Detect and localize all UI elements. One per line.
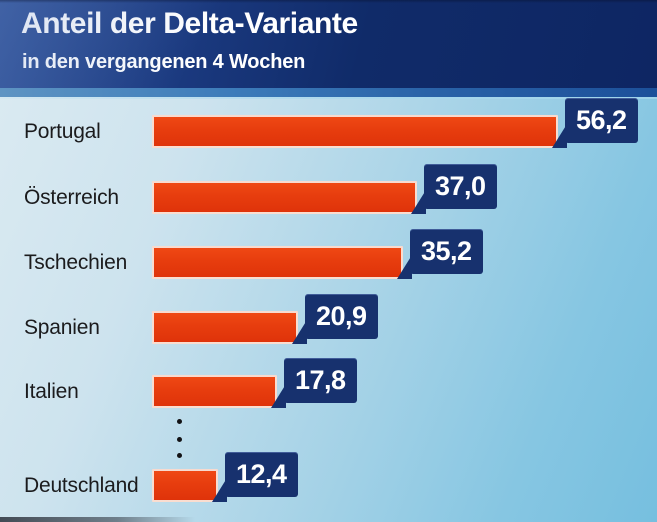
bar (152, 375, 277, 408)
chart-subtitle: in den vergangenen 4 Wochen (22, 51, 306, 73)
bar (152, 115, 558, 148)
value-bubble: 35,2 (397, 229, 483, 279)
country-label: Portugal (24, 119, 101, 143)
ellipsis-dot-icon (177, 437, 182, 442)
value-bubble: 12,4 (212, 452, 298, 502)
value-bubble: 20,9 (292, 294, 378, 344)
screen-edge-artifact-top (0, 0, 657, 3)
country-label: Österreich (24, 185, 119, 209)
value-label: 56,2 (576, 105, 627, 135)
header-divider-highlight (0, 97, 657, 99)
value-label: 37,0 (435, 171, 486, 201)
value-label: 35,2 (421, 236, 472, 266)
ellipsis-dot-icon (177, 419, 182, 424)
country-label: Deutschland (24, 473, 139, 497)
ellipsis-dot-icon (177, 453, 182, 458)
chart-header: Anteil der Delta-Variante in den vergang… (0, 0, 657, 88)
bar (152, 181, 417, 214)
bar (152, 246, 403, 279)
bar (152, 311, 298, 344)
value-label: 20,9 (316, 301, 367, 331)
country-label: Italien (24, 379, 79, 403)
country-label: Spanien (24, 315, 100, 339)
bar (152, 469, 218, 502)
chart-title: Anteil der Delta-Variante (21, 7, 358, 40)
value-bubble: 56,2 (552, 98, 638, 148)
country-label: Tschechien (24, 250, 128, 274)
header-divider (0, 88, 657, 97)
screen-edge-artifact-bottom (0, 517, 195, 522)
value-bubble: 17,8 (271, 358, 357, 408)
value-bubble: 37,0 (411, 164, 497, 214)
value-label: 17,8 (295, 365, 346, 395)
value-label: 12,4 (236, 459, 287, 489)
